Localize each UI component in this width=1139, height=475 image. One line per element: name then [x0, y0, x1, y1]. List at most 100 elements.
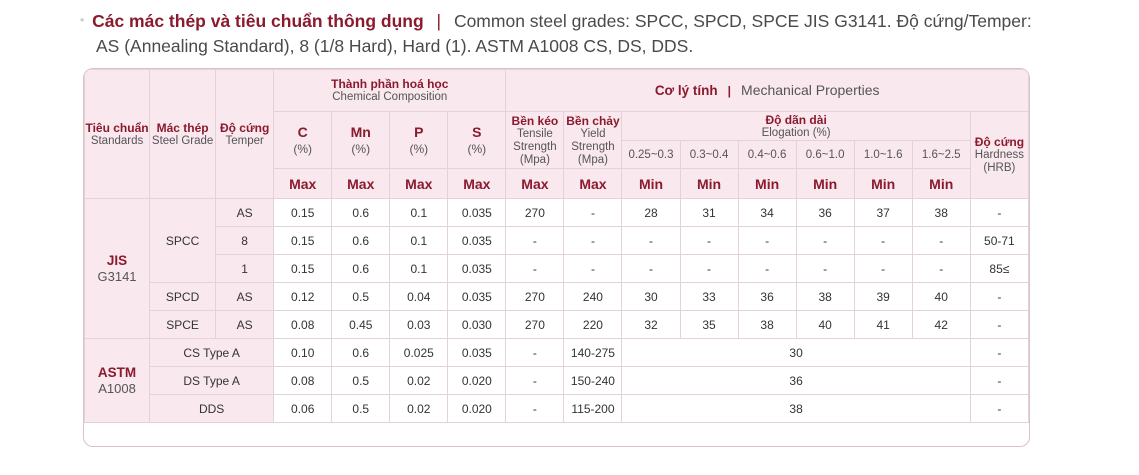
elongation-cell: -	[737, 226, 797, 255]
elongation-cell: 40	[911, 282, 971, 311]
limit-min-7: Min	[621, 168, 681, 199]
temper-cell: AS	[215, 282, 275, 311]
limit-max-5: Max	[505, 168, 565, 199]
header-temper: Độ cứng Temper	[215, 69, 275, 199]
c-cell: 0.15	[273, 254, 333, 283]
elongation-cell: 36	[737, 282, 797, 311]
elongation-cell: 41	[853, 310, 913, 339]
grade-cell: SPCC	[149, 198, 217, 283]
hardness-cell: 50-71	[969, 226, 1029, 255]
p-cell: 0.03	[389, 310, 449, 339]
table-row: SPCE AS 0.08 0.45 0.03 0.030 270 220 32 35 38 40 41 4…	[85, 310, 1029, 339]
yield-cell: -	[563, 226, 623, 255]
header-range-5: 1.0~1.6	[853, 140, 913, 169]
s-cell: 0.035	[447, 226, 507, 255]
mn-cell: 0.5	[331, 282, 391, 311]
limit-max-1: Max	[273, 168, 333, 199]
s-cell: 0.035	[447, 282, 507, 311]
grade-cell: DS Type A	[149, 366, 275, 395]
p-cell: 0.025	[389, 338, 449, 367]
mn-cell: 0.6	[331, 338, 391, 367]
p-cell: 0.02	[389, 366, 449, 395]
header-mn: Mn (%)	[331, 111, 391, 169]
temper-cell: 1	[215, 254, 275, 283]
header-standards: Tiêu chuẩn Standards	[84, 69, 151, 199]
table-row: SPCD AS 0.12 0.5 0.04 0.035 270 240 30 33 36 38 39 40…	[85, 282, 1029, 311]
c-cell: 0.08	[273, 310, 333, 339]
header-p: P (%)	[389, 111, 449, 169]
header-chemical: Thành phần hoá học Chemical Composition	[273, 69, 507, 112]
elongation-cell: -	[795, 254, 855, 283]
elongation-cell: 32	[621, 310, 681, 339]
elongation-cell: 31	[679, 198, 739, 227]
elongation-cell: -	[679, 226, 739, 255]
s-cell: 0.020	[447, 366, 507, 395]
steel-grade-table: Tiêu chuẩn Standards Mác thép Steel Grad…	[84, 69, 1029, 423]
limit-max-2: Max	[331, 168, 391, 199]
yield-cell: 115-200	[563, 394, 623, 423]
limit-max-3: Max	[389, 168, 449, 199]
table-row: DDS 0.06 0.5 0.02 0.020-115-200 38-	[85, 394, 1029, 423]
tensile-cell: -	[505, 366, 565, 395]
hardness-cell: -	[969, 282, 1029, 311]
table-row: 8 0.15 0.6 0.1 0.035- - - - - - - -50-71	[85, 226, 1029, 255]
yield-cell: 140-275	[563, 338, 623, 367]
elongation-cell: -	[679, 254, 739, 283]
header-s: S (%)	[447, 111, 507, 169]
header-range-2: 0.3~0.4	[679, 140, 739, 169]
intro-line-2: AS (Annealing Standard), 8 (1/8 Hard), H…	[96, 36, 694, 56]
hardness-cell: -	[969, 310, 1029, 339]
intro-title: Các mác thép và tiêu chuẩn thông dụng	[92, 11, 424, 31]
header-range-1: 0.25~0.3	[621, 140, 681, 169]
p-cell: 0.02	[389, 394, 449, 423]
standard-code: G3141	[97, 268, 137, 284]
yield-cell: -	[563, 198, 623, 227]
elongation-cell: 37	[853, 198, 913, 227]
c-cell: 0.15	[273, 198, 333, 227]
header-elongation: Độ dãn dài Elogation (%)	[621, 111, 971, 141]
grade-cell: SPCE	[149, 310, 217, 339]
tensile-cell: -	[505, 254, 565, 283]
c-cell: 0.06	[273, 394, 333, 423]
elongation-cell: -	[621, 254, 681, 283]
s-cell: 0.035	[447, 254, 507, 283]
grade-cell: DDS	[149, 394, 275, 423]
elongation-cell: -	[795, 226, 855, 255]
header-c: C (%)	[273, 111, 333, 169]
intro-line-1: • Các mác thép và tiêu chuẩn thông dụng …	[80, 8, 1080, 34]
elongation-cell: 42	[911, 310, 971, 339]
mn-cell: 0.5	[331, 394, 391, 423]
header-grade: Mác thép Steel Grade	[149, 69, 217, 199]
yield-cell: 240	[563, 282, 623, 311]
standard-code: A1008	[98, 380, 136, 396]
temper-cell: AS	[215, 198, 275, 227]
c-cell: 0.10	[273, 338, 333, 367]
elongation-cell: 36	[621, 366, 971, 395]
tensile-cell: 270	[505, 198, 565, 227]
tensile-cell: -	[505, 394, 565, 423]
table-row: 1 0.15 0.6 0.1 0.035- - - - - - - -85≤	[85, 254, 1029, 283]
tensile-cell: -	[505, 226, 565, 255]
table-row: DS Type A 0.08 0.5 0.02 0.020-150-240 36-	[85, 366, 1029, 395]
tensile-cell: -	[505, 338, 565, 367]
elongation-cell: 33	[679, 282, 739, 311]
limit-min-10: Min	[795, 168, 855, 199]
limit-max-6: Max	[563, 168, 623, 199]
mn-cell: 0.6	[331, 254, 391, 283]
mn-cell: 0.45	[331, 310, 391, 339]
s-cell: 0.020	[447, 394, 507, 423]
elongation-cell: 30	[621, 282, 681, 311]
limit-row: Max Max Max Max Max Max Min Min Min Min Min Min	[85, 168, 1029, 199]
s-cell: 0.030	[447, 310, 507, 339]
grade-cell: SPCD	[149, 282, 217, 311]
header-hardness: Độ cứng Hardness (HRB)	[969, 111, 1029, 199]
tensile-cell: 270	[505, 310, 565, 339]
temper-cell: AS	[215, 310, 275, 339]
mn-cell: 0.6	[331, 226, 391, 255]
elongation-cell: -	[853, 254, 913, 283]
header-tensile: Bền kéo Tensile Strength (Mpa)	[505, 111, 565, 169]
p-cell: 0.1	[389, 198, 449, 227]
elongation-cell: -	[911, 254, 971, 283]
hardness-cell: -	[969, 394, 1029, 423]
p-cell: 0.1	[389, 226, 449, 255]
